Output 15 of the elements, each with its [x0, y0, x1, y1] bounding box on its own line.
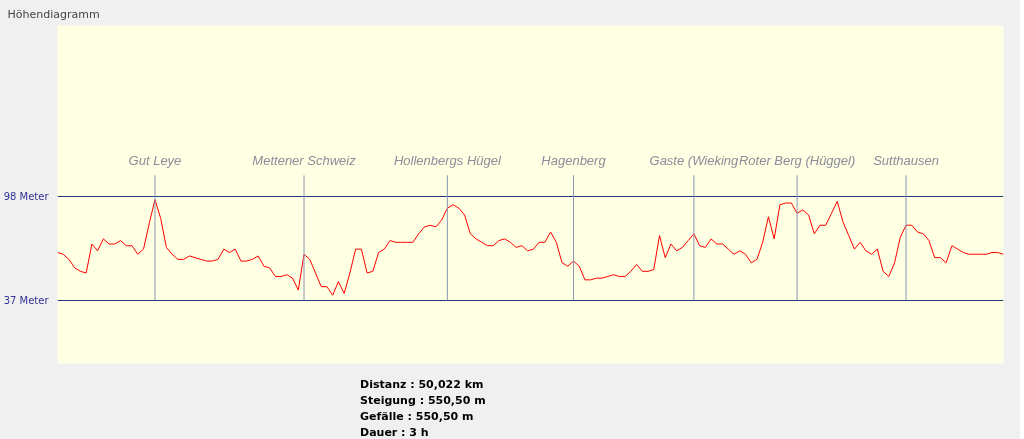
- line-series: [57, 199, 1004, 296]
- x-tick-label: Gaste (Wieking: [649, 153, 740, 168]
- text: Steigung : 550,50 m: [360, 394, 486, 407]
- x-tick-label: Mettener Schweiz: [252, 153, 357, 168]
- y-tick-label: 37 Meter: [3, 294, 50, 306]
- x-tick-label: Gut Leye: [128, 153, 182, 168]
- x-tick-label: Roter Berg (Hüggel): [738, 153, 856, 168]
- x-tick-label: Hollenbergs Hügel: [393, 153, 502, 168]
- x-tick-label: Hagenberg: [541, 153, 607, 168]
- x-tick-label: Sutthausen: [873, 153, 939, 168]
- text: Gefälle : 550,50 m: [360, 410, 474, 423]
- text: Dauer : 3 h: [360, 426, 429, 439]
- chart-title: Höhendiagramm: [7, 7, 100, 21]
- y-tick-label: 98 Meter: [3, 190, 50, 202]
- text: Distanz : 50,022 km: [360, 378, 484, 391]
